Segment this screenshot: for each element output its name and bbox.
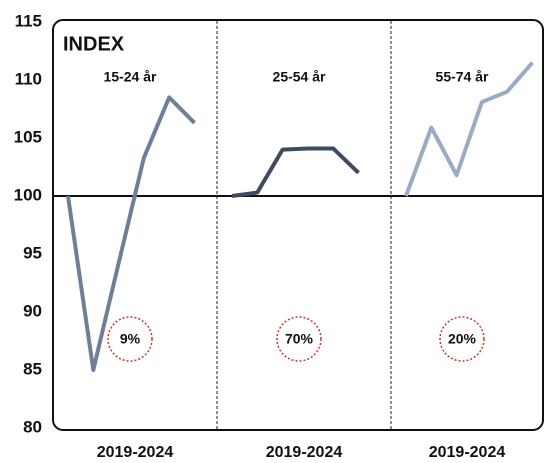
panel-title: 55-74 år — [436, 69, 489, 85]
y-tick-label: 115 — [15, 11, 42, 30]
y-tick-label: 85 — [23, 359, 42, 378]
x-axis-label: 2019-2024 — [97, 444, 174, 461]
data-line — [66, 95, 196, 372]
data-line — [231, 146, 360, 198]
data-line — [404, 61, 535, 197]
y-tick-label: 90 — [23, 301, 42, 320]
y-tick-label: 95 — [23, 243, 42, 262]
annotation-circle — [276, 316, 322, 362]
annotation: 70% — [285, 331, 314, 347]
y-axis-label: INDEX — [63, 33, 125, 55]
annotation: 9% — [120, 331, 141, 347]
y-tick-label: 100 — [14, 185, 42, 204]
y-tick-label: 105 — [14, 127, 42, 146]
x-axis-label: 2019-2024 — [266, 444, 343, 461]
annotation-circle — [107, 316, 153, 362]
annotation: 20% — [448, 331, 477, 347]
plot-frame — [52, 19, 544, 431]
y-tick-label: 80 — [23, 417, 42, 436]
y-tick-label: 110 — [15, 69, 42, 88]
panel-title: 25-54 år — [273, 69, 326, 85]
annotation-circle — [439, 316, 485, 362]
panel-title: 15-24 år — [104, 69, 157, 85]
x-axis-label: 2019-2024 — [429, 444, 506, 461]
